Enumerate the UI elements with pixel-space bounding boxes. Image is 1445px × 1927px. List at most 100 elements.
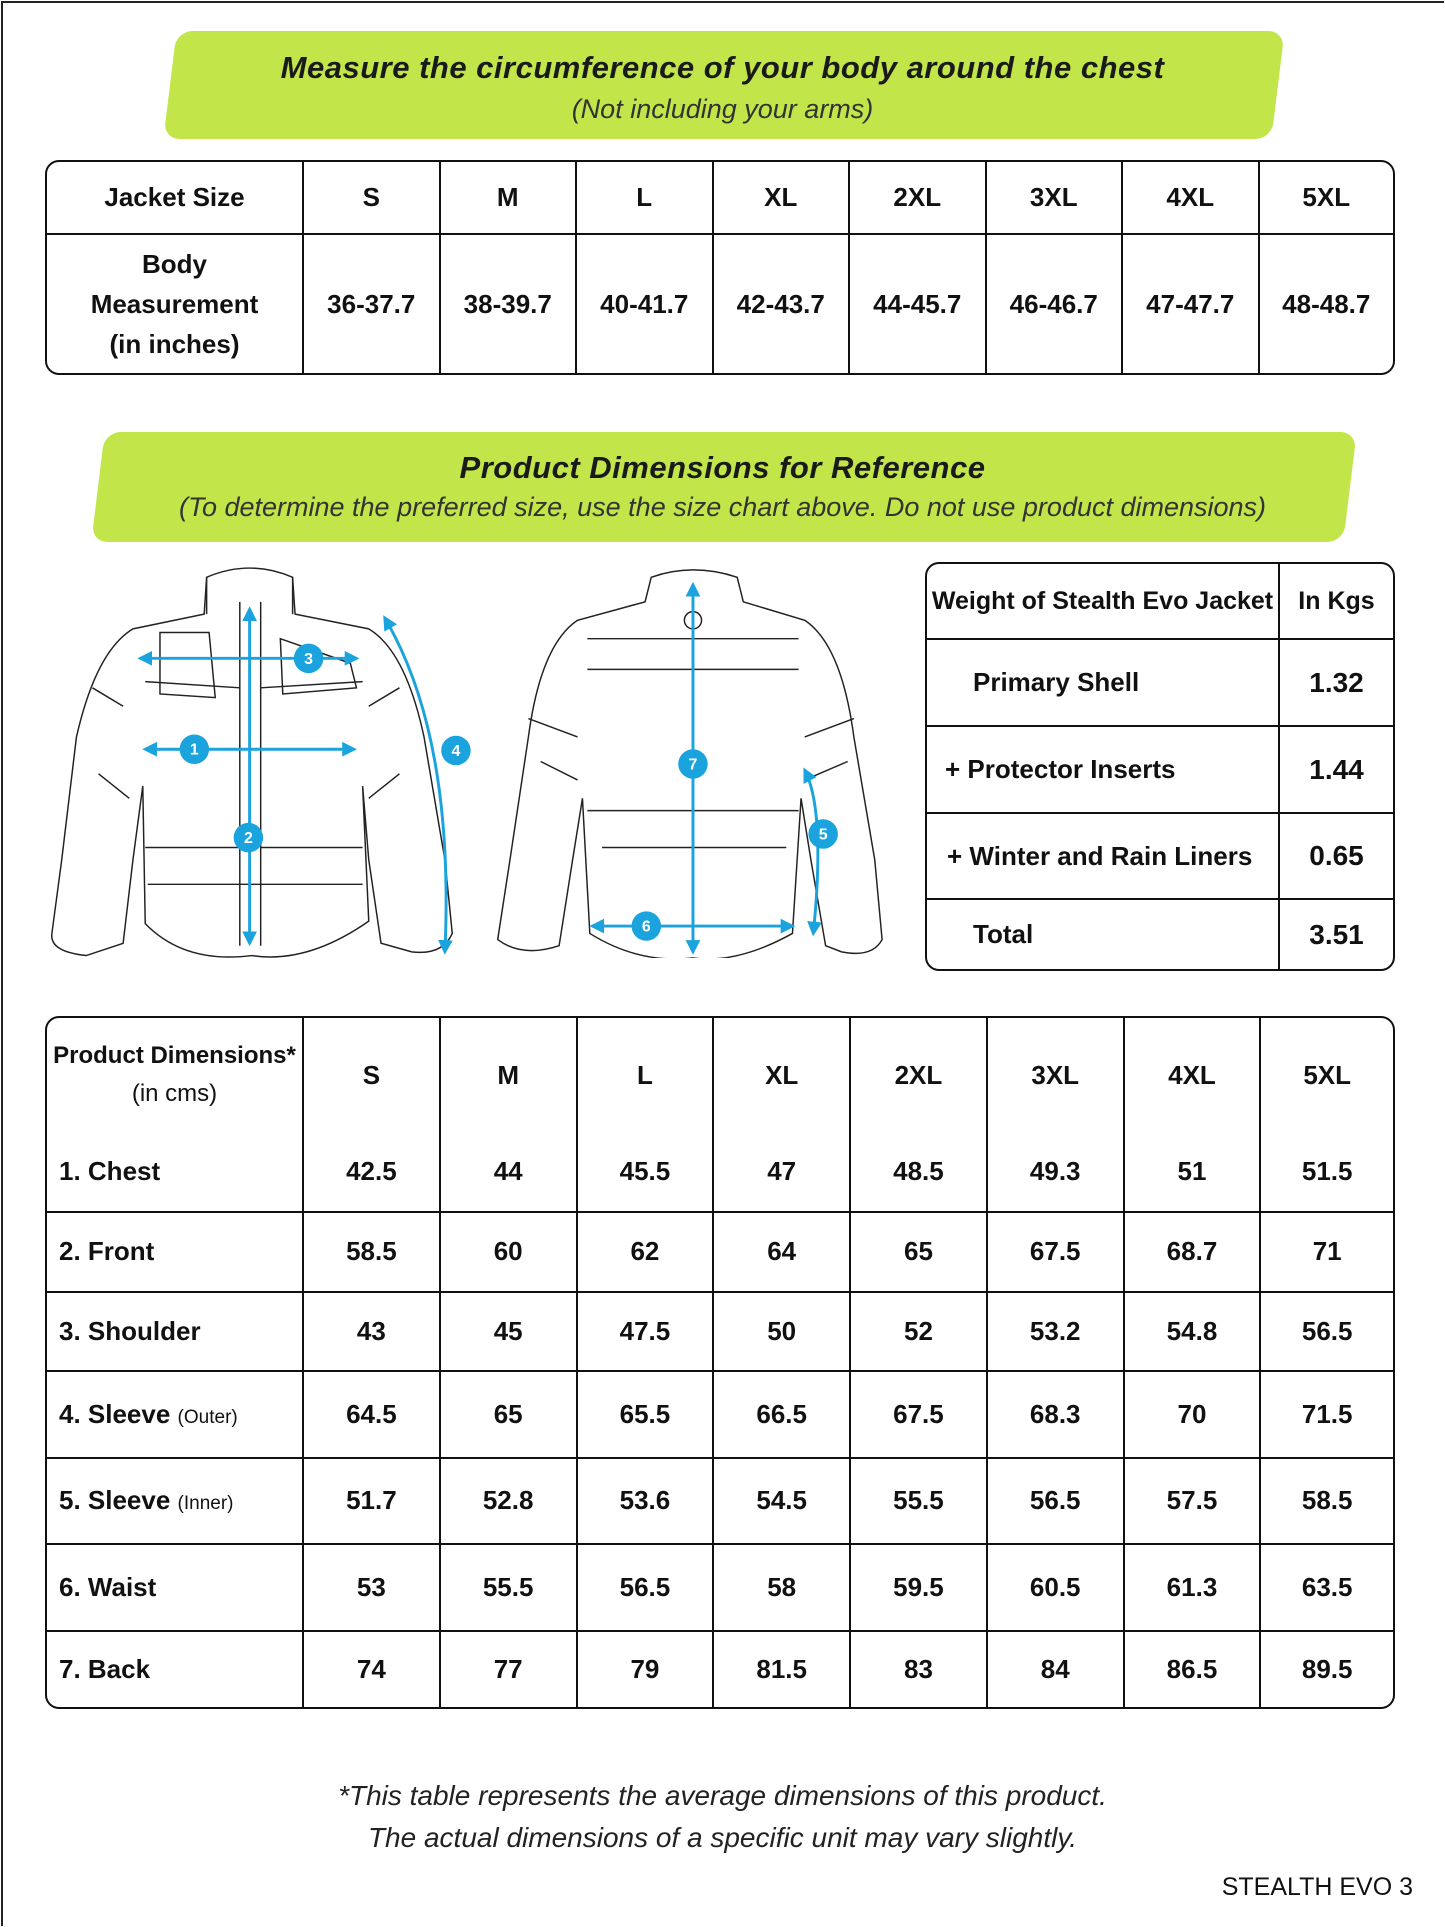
dimension-value: 67.5 xyxy=(851,1371,988,1459)
dimension-value: 48.5 xyxy=(851,1132,988,1213)
weight-table: Weight of Stealth Evo Jacket In Kgs Prim… xyxy=(925,562,1395,971)
dimensions-banner-title: Product Dimensions for Reference xyxy=(459,450,986,485)
size-cell: XL xyxy=(713,162,850,235)
marker-label: 1 xyxy=(190,742,199,759)
weight-value: 3.51 xyxy=(1309,918,1364,950)
weight-label: + Protector Inserts xyxy=(927,727,1280,814)
size-cell: 3XL xyxy=(988,1018,1125,1133)
dimension-value: 49.3 xyxy=(987,1132,1125,1213)
dimension-value: 53.2 xyxy=(987,1292,1125,1372)
weight-total-row: Total 3.51 xyxy=(927,900,1393,969)
dimension-value: 70 xyxy=(1124,1371,1262,1459)
dimension-row: 6. Waist 53 55.5 56.5 58 59.5 60.5 61.3 63.5 xyxy=(47,1544,1393,1632)
value-cell: 46-46.7 xyxy=(987,235,1123,373)
product-name: STEALTH EVO 3 xyxy=(1221,1873,1413,1901)
dimension-value: 44 xyxy=(440,1132,578,1213)
dimension-value: 58.5 xyxy=(304,1212,441,1293)
marker-7: 7 xyxy=(678,749,708,779)
dimension-value: 51.7 xyxy=(304,1458,441,1545)
dimension-value: 51 xyxy=(1124,1132,1262,1213)
dimension-value: 54.8 xyxy=(1124,1292,1262,1372)
dimension-value: 55.5 xyxy=(440,1544,578,1632)
dimension-value: 74 xyxy=(304,1631,441,1707)
dimension-value: 58.5 xyxy=(1261,1459,1393,1545)
dimension-row: 3. Shoulder 43 45 47.5 50 52 53.2 54.8 56.5 xyxy=(47,1292,1393,1372)
dimension-label: 3. Shoulder xyxy=(47,1292,304,1372)
dimension-label: 5. Sleeve (Inner) xyxy=(47,1458,304,1545)
dimension-value: 51.5 xyxy=(1261,1133,1393,1213)
dimension-label-text: 5. Sleeve xyxy=(59,1485,171,1516)
dimension-value: 65 xyxy=(440,1371,578,1459)
label-line: Body xyxy=(142,249,207,279)
dimension-label-text: 1. Chest xyxy=(59,1156,161,1187)
size-cell: L xyxy=(577,162,714,235)
size-cell: 3XL xyxy=(986,162,1123,235)
dimension-label-text: 6. Waist xyxy=(59,1571,157,1602)
footnote-line-1: *This table represents the average dimen… xyxy=(338,1780,1107,1811)
dimension-value: 57.5 xyxy=(1124,1458,1262,1545)
weight-row: + Protector Inserts 1.44 xyxy=(927,727,1393,814)
dimension-value: 50 xyxy=(714,1292,852,1372)
weight-value: 1.32 xyxy=(1280,640,1393,727)
dimension-value: 67.5 xyxy=(987,1212,1125,1293)
weight-row: + Winter and Rain Liners 0.65 xyxy=(927,814,1393,900)
dimension-value: 83 xyxy=(851,1631,988,1707)
size-table: Jacket Size S M L XL 2XL 3XL 4XL 5XL Bod… xyxy=(45,160,1395,375)
dimensions-header-label: Product Dimensions* xyxy=(53,1042,296,1070)
label-line: Measurement xyxy=(90,289,259,319)
dimension-label-text: 2. Front xyxy=(59,1236,155,1267)
dimension-value: 66.5 xyxy=(714,1371,852,1459)
marker-4: 4 xyxy=(441,735,471,766)
footnote-line-2: The actual dimensions of a specific unit… xyxy=(367,1822,1078,1853)
dimension-value: 58 xyxy=(714,1544,852,1632)
dimension-value: 86.5 xyxy=(1125,1631,1262,1707)
dimension-value: 47.5 xyxy=(577,1292,715,1372)
dimension-value: 56.5 xyxy=(1261,1293,1393,1372)
dimension-value: 42.5 xyxy=(304,1132,441,1213)
row-label: Body Measurement (in inches) xyxy=(47,235,304,373)
weight-header-row: Weight of Stealth Evo Jacket In Kgs xyxy=(927,564,1393,640)
dimension-row: 1. Chest 42.5 44 45.5 47 48.5 49.3 51 51.5 xyxy=(47,1132,1393,1213)
dimension-value: 45 xyxy=(440,1292,578,1372)
dimension-qualifier: (Outer) xyxy=(177,1406,238,1428)
dimension-value: 68.3 xyxy=(987,1371,1125,1459)
weight-label: Primary Shell xyxy=(927,640,1280,727)
dimension-value: 62 xyxy=(577,1212,715,1293)
dimension-label-text: 3. Shoulder xyxy=(59,1315,201,1346)
dimension-value: 45.5 xyxy=(577,1132,715,1213)
dimensions-header-row: Product Dimensions* (in cms) S M L XL 2X… xyxy=(47,1018,1393,1133)
marker-label: 6 xyxy=(642,919,651,936)
size-cell: 5XL xyxy=(1303,1059,1352,1090)
dimension-value: 68.7 xyxy=(1124,1212,1262,1293)
dimensions-header: Product Dimensions* (in cms) xyxy=(47,1018,304,1133)
dimension-value: 64.5 xyxy=(304,1371,441,1459)
dimension-value: 53.6 xyxy=(577,1458,715,1545)
dimension-value: 53 xyxy=(304,1544,441,1632)
dimension-label: 6. Waist xyxy=(47,1544,304,1632)
dimension-value: 89.5 xyxy=(1301,1653,1353,1684)
marker-1: 1 xyxy=(179,734,210,764)
dimension-label-text: 7. Back xyxy=(59,1653,151,1684)
dimension-value: 59.5 xyxy=(851,1544,988,1632)
value-cell: 44-45.7 xyxy=(850,235,987,373)
value-cell: 40-41.7 xyxy=(577,235,714,373)
dimension-value: 54.5 xyxy=(714,1458,852,1545)
jacket-front-outline xyxy=(51,567,454,958)
value-cell: 42-43.7 xyxy=(714,235,850,373)
dimension-value: 81.5 xyxy=(714,1631,852,1707)
marker-label: 3 xyxy=(304,651,313,668)
value-cell: 48-48.7 xyxy=(1282,288,1371,319)
dimension-value: 47 xyxy=(714,1132,852,1213)
dimension-value: 60.5 xyxy=(987,1544,1125,1632)
weight-header-label: Weight of Stealth Evo Jacket xyxy=(927,564,1280,640)
arrow-sleeve-outer xyxy=(383,615,453,955)
weight-row: Primary Shell 1.32 xyxy=(927,640,1393,727)
size-cell: M xyxy=(441,1018,578,1133)
dimension-value: 84 xyxy=(988,1631,1125,1707)
marker-label: 5 xyxy=(819,826,828,843)
weight-value: 1.44 xyxy=(1280,727,1393,814)
weight-value: 0.65 xyxy=(1280,814,1393,900)
size-header-row: Jacket Size S M L XL 2XL 3XL 4XL 5XL xyxy=(47,162,1393,235)
marker-6: 6 xyxy=(631,911,662,941)
dimension-value: 55.5 xyxy=(851,1458,988,1545)
